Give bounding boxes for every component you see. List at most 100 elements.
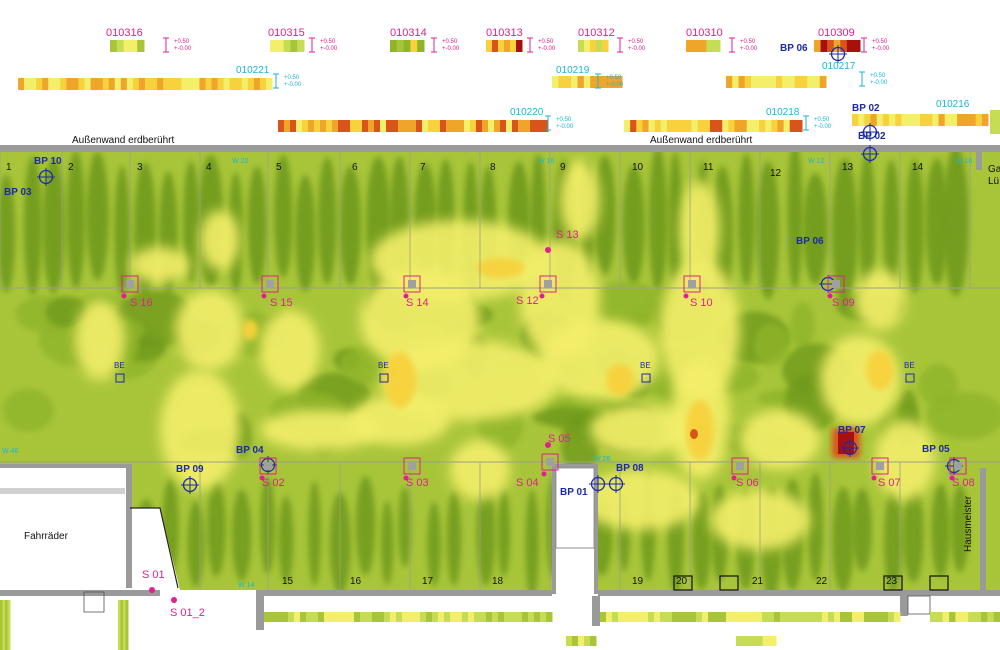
strip-cell	[571, 76, 578, 88]
exterior-wall	[0, 145, 1000, 152]
strip-cell	[938, 114, 946, 126]
strip-cell	[125, 600, 129, 650]
strip-cell	[356, 120, 363, 132]
strip-cell	[137, 40, 145, 52]
strip-cell	[636, 120, 643, 132]
sensor-label: S 06	[736, 477, 759, 489]
heatmap-wet-zone	[680, 180, 720, 280]
strip-cell	[552, 76, 559, 88]
room-number: 4	[206, 162, 212, 173]
strip-cell	[0, 600, 3, 650]
strip-cell	[342, 612, 349, 622]
sensor-core-icon	[264, 462, 272, 470]
strip-cell	[590, 636, 597, 646]
heatmap-patch	[45, 296, 87, 328]
sensor-dot-icon	[731, 475, 737, 481]
strip-cell	[542, 120, 549, 132]
heatmap-band	[525, 489, 539, 592]
room-number: 21	[752, 576, 764, 587]
strip-cell	[506, 120, 513, 132]
strip-cell	[828, 612, 835, 622]
strip-cell	[578, 636, 585, 646]
strip-cell	[642, 120, 650, 132]
scale-legend: +0.50 +-0.00	[556, 117, 574, 130]
heatmap-band	[925, 158, 949, 286]
heatmap-band	[355, 475, 376, 576]
room-number: 16	[350, 576, 362, 587]
strip-cell	[820, 40, 828, 52]
strip-cell	[732, 76, 739, 88]
room-fahrraeder	[0, 470, 125, 588]
strip-cell	[602, 76, 610, 88]
room-number: 13	[842, 162, 854, 173]
sensor-box-icon	[261, 275, 279, 293]
scale-legend: +0.50 +-0.00	[740, 39, 758, 52]
heatmap-band	[278, 495, 294, 584]
heatmap-band	[951, 485, 969, 573]
heatmap-wet-zone	[160, 370, 240, 490]
strip-cell	[130, 40, 138, 52]
section-strip	[264, 612, 553, 622]
bp-label: BP 02	[858, 131, 886, 142]
strip-cell	[769, 76, 777, 88]
strip-cell	[709, 120, 717, 132]
section-strip	[390, 40, 425, 52]
strip-cell	[769, 636, 777, 646]
heatmap-patch	[532, 407, 603, 428]
strip-cell	[48, 78, 55, 90]
wall	[0, 464, 130, 468]
bp-label: BP 10	[34, 156, 62, 167]
strip-cell	[762, 612, 769, 622]
room-number: 2	[68, 162, 74, 173]
section-strip	[18, 78, 273, 90]
strip-cell	[888, 612, 895, 622]
strip-cell	[308, 120, 315, 132]
door-frame	[907, 595, 931, 615]
heatmap-band	[476, 481, 496, 586]
door-frame	[83, 591, 105, 613]
heatmap-wet-zone	[855, 270, 905, 330]
section-code-010313: 010313	[486, 27, 523, 39]
section-strip	[624, 120, 803, 132]
scale-legend: +0.50 +-0.00	[606, 75, 624, 88]
strip-cell	[834, 612, 841, 622]
bp-label: BP 02	[852, 103, 880, 114]
strip-cell	[390, 612, 397, 622]
heatmap-band	[832, 487, 854, 592]
sensor-box-icon	[539, 275, 557, 293]
strip-cell	[660, 612, 667, 622]
strip-cell	[889, 114, 896, 126]
strip-cell	[265, 78, 273, 90]
strip-cell	[114, 78, 122, 90]
strip-cell	[372, 612, 379, 622]
strip-cell	[578, 40, 585, 52]
strip-cell	[36, 78, 43, 90]
strip-cell	[446, 120, 453, 132]
be-label: BE	[640, 361, 651, 370]
heatmap-patch	[754, 323, 790, 367]
strip-cell	[120, 78, 128, 90]
wall	[0, 590, 160, 596]
strip-cell	[474, 612, 481, 622]
strip-cell	[944, 114, 952, 126]
heatmap-hot-zone	[242, 320, 258, 340]
strip-cell	[498, 40, 505, 52]
strip-cell	[223, 78, 231, 90]
strip-cell	[963, 114, 970, 126]
strip-cell	[320, 120, 327, 132]
heatmap-band	[260, 476, 276, 575]
strip-cell	[476, 120, 483, 132]
strip-cell	[564, 76, 572, 88]
strip-cell	[414, 612, 421, 622]
section-strip	[814, 40, 861, 52]
strip-cell	[96, 78, 104, 90]
strip-cell	[187, 78, 194, 90]
heatmap-wet-zone	[200, 210, 240, 270]
stair-shaft	[555, 467, 595, 549]
section-code-010221: 010221	[236, 65, 270, 76]
strip-cell	[762, 636, 770, 646]
strip-cell	[720, 612, 727, 622]
strip-cell	[734, 120, 742, 132]
strip-cell	[417, 40, 425, 52]
strip-cell	[294, 612, 301, 622]
